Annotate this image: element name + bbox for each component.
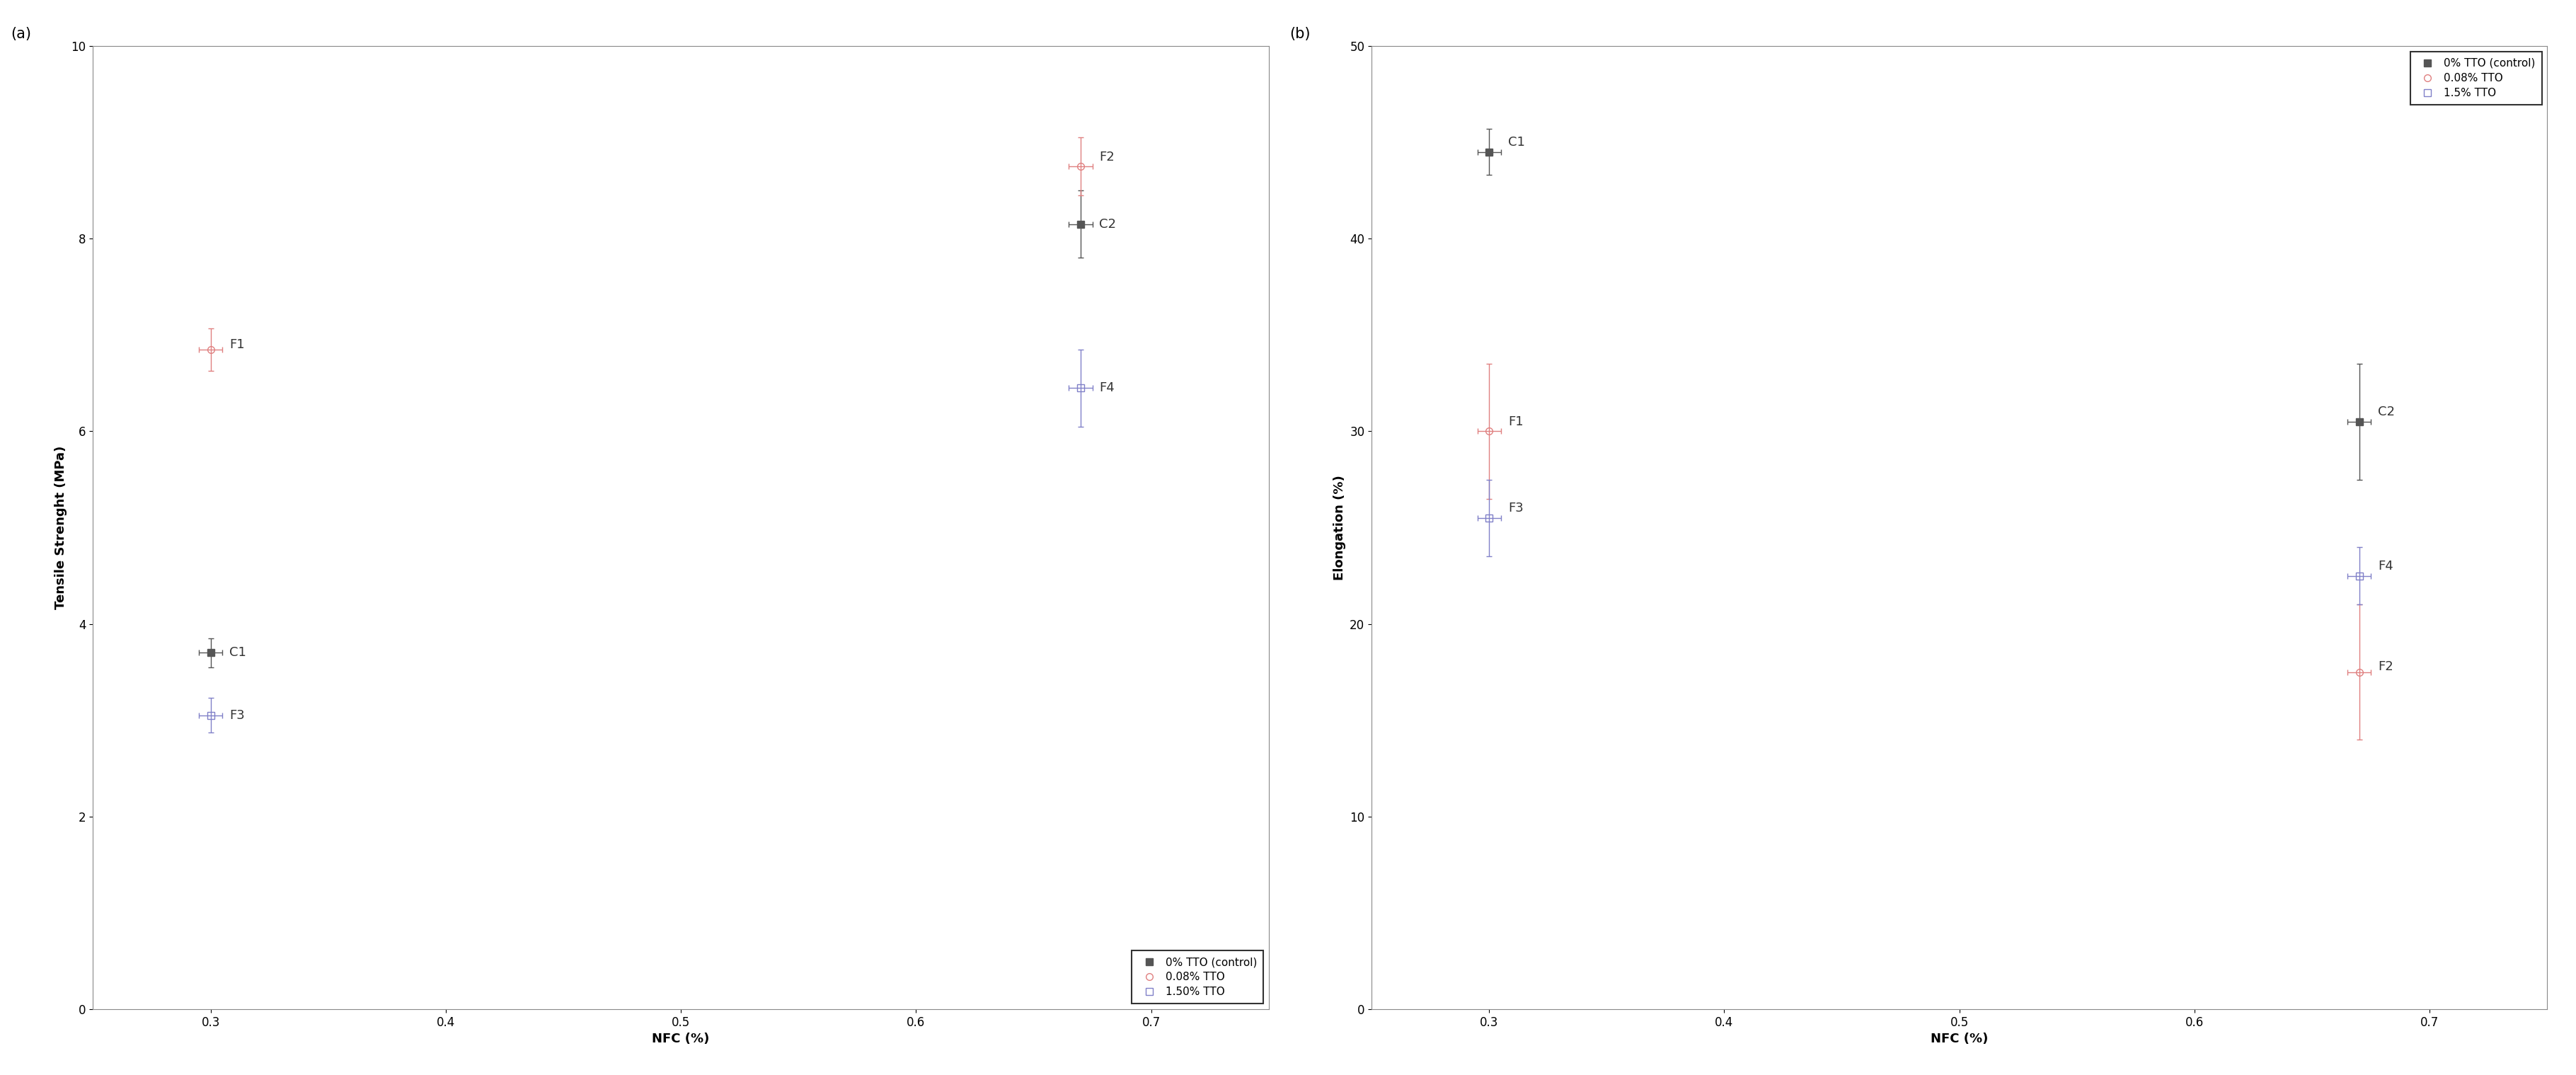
Y-axis label: Elongation (%): Elongation (%) xyxy=(1332,475,1345,581)
Y-axis label: Tensile Strenght (MPa): Tensile Strenght (MPa) xyxy=(54,446,67,610)
Text: C2: C2 xyxy=(1100,218,1115,231)
X-axis label: NFC (%): NFC (%) xyxy=(652,1033,708,1046)
Text: (a): (a) xyxy=(10,27,31,41)
Text: C2: C2 xyxy=(2378,405,2393,418)
Text: (b): (b) xyxy=(1288,27,1309,41)
Text: F2: F2 xyxy=(2378,660,2393,673)
Text: C1: C1 xyxy=(1507,137,1525,148)
Text: F4: F4 xyxy=(1100,382,1115,395)
Text: F3: F3 xyxy=(229,710,245,721)
Text: F4: F4 xyxy=(2378,560,2393,573)
Text: F1: F1 xyxy=(1507,415,1522,428)
Text: F3: F3 xyxy=(1507,502,1522,515)
Text: F1: F1 xyxy=(229,339,245,352)
X-axis label: NFC (%): NFC (%) xyxy=(1929,1033,1989,1046)
Text: C1: C1 xyxy=(229,646,247,659)
Legend: 0% TTO (control), 0.08% TTO, 1.50% TTO: 0% TTO (control), 0.08% TTO, 1.50% TTO xyxy=(1131,950,1262,1004)
Legend: 0% TTO (control), 0.08% TTO, 1.5% TTO: 0% TTO (control), 0.08% TTO, 1.5% TTO xyxy=(2409,52,2540,105)
Text: F2: F2 xyxy=(1100,151,1115,163)
